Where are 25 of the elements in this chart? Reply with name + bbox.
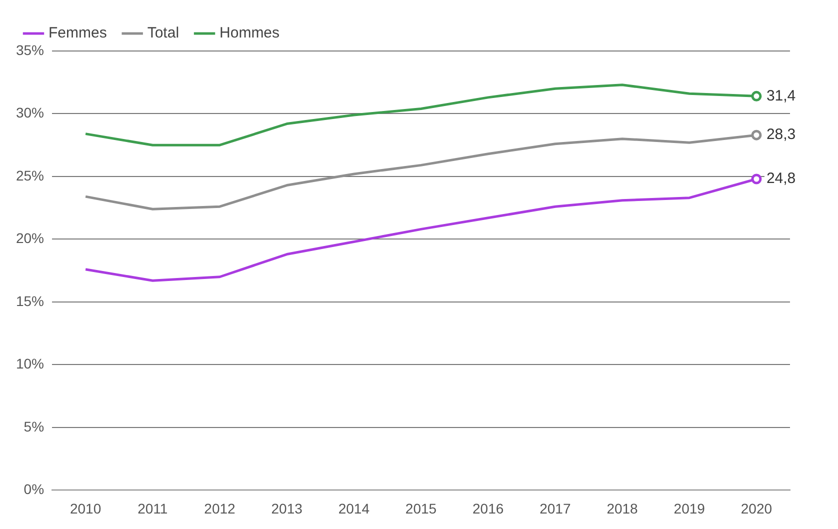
x-tick-label: 2014 [338,500,370,516]
x-tick-label: 2020 [740,500,772,516]
legend-label: Femmes [48,24,107,42]
y-tick-label: 25% [16,167,44,184]
x-tick-label: 2018 [606,500,638,516]
x-tick-label: 2010 [70,500,102,516]
x-tick-label: 2017 [540,500,571,516]
y-tick-label: 10% [16,356,44,372]
data-label: 31,4 [766,87,796,104]
x-tick-label: 2019 [674,500,706,516]
y-tick-label: 15% [16,292,44,309]
y-tick-label: 20% [16,230,44,246]
legend-label: Total [147,24,180,42]
x-tick-label: 2012 [204,500,236,516]
x-tick-label: 2013 [271,500,303,516]
y-tick-label: 30% [16,104,44,121]
x-tick-label: 2016 [472,500,504,516]
x-tick-label: 2015 [405,500,437,516]
y-tick-label: 5% [24,418,44,434]
data-label: 24,8 [766,170,796,188]
data-label: 28,3 [766,126,796,144]
x-tick-label: 2011 [138,500,168,516]
y-tick-label: 0% [24,481,44,498]
y-tick-label: 35% [16,42,44,58]
legend-label: Hommes [220,24,280,42]
